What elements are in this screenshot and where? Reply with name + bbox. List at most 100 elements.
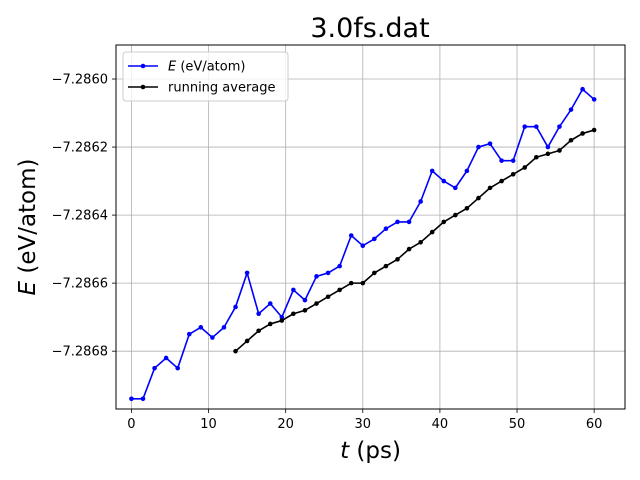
data-point	[372, 270, 377, 276]
data-point	[499, 158, 504, 163]
data-point	[383, 263, 389, 269]
series-line	[235, 129, 595, 352]
data-point	[464, 205, 470, 211]
data-point	[233, 304, 238, 310]
data-point	[545, 151, 551, 157]
data-point	[557, 148, 562, 153]
data-point	[545, 144, 551, 150]
data-point	[360, 280, 366, 286]
y-axis-title: E (eV/atom)	[15, 158, 41, 295]
data-point	[244, 270, 250, 276]
data-point	[406, 246, 412, 252]
data-point	[591, 127, 597, 133]
data-point	[487, 185, 493, 191]
data-point	[395, 257, 400, 262]
series-running-average	[233, 127, 597, 354]
data-point	[453, 212, 458, 218]
data-point	[522, 124, 528, 129]
legend-label: running average	[168, 81, 276, 96]
data-point	[510, 171, 516, 177]
data-point	[302, 308, 308, 313]
data-point	[395, 219, 400, 225]
data-point	[580, 131, 585, 136]
legend: E (eV/atom) running average	[122, 51, 289, 102]
x-tick-label: 30	[355, 417, 372, 432]
data-point	[464, 168, 470, 174]
x-tick-label: 0	[127, 417, 135, 432]
x-tick-label: 60	[586, 417, 603, 432]
x-tick-label: 20	[277, 417, 294, 432]
data-point	[244, 338, 250, 344]
legend-label: E (eV/atom)	[168, 60, 245, 75]
data-point	[568, 107, 574, 112]
y-tick-label: −7.2862	[52, 141, 108, 156]
data-point	[291, 311, 296, 317]
data-point	[337, 263, 342, 269]
series-layer	[129, 86, 597, 402]
x-tick-label: 50	[509, 417, 526, 432]
axis-title-text: t (ps)	[340, 438, 401, 464]
plot-frame	[115, 44, 626, 410]
data-point	[163, 355, 169, 361]
data-point	[476, 144, 481, 150]
data-point	[557, 124, 562, 129]
data-point	[175, 365, 180, 371]
data-point	[591, 97, 597, 102]
axis-title-text: E (eV/atom)	[15, 158, 41, 295]
legend-swatch-marker	[140, 84, 146, 90]
data-point	[476, 195, 481, 201]
legend-entry: running average	[128, 81, 276, 96]
data-point	[221, 325, 227, 330]
data-point	[267, 301, 273, 306]
y-tick-label: −7.2864	[52, 209, 108, 224]
data-point	[140, 396, 146, 402]
data-point	[279, 314, 285, 320]
data-point	[186, 331, 192, 337]
data-point	[453, 185, 458, 191]
x-axis-title: t (ps)	[340, 438, 401, 464]
data-point	[406, 219, 412, 225]
data-point	[534, 124, 539, 129]
data-point	[279, 318, 285, 323]
data-point	[256, 311, 261, 317]
data-point	[441, 178, 447, 184]
tick-layer: 0 10 20 30 40 50 60 −7.2868 −7.2866 −7.2864 −7.286…	[52, 73, 603, 432]
legend-swatch-marker	[140, 63, 146, 69]
data-point	[429, 168, 435, 174]
y-tick-label: −7.2868	[52, 345, 108, 360]
legend-entry: E (eV/atom)	[128, 60, 245, 75]
data-point	[372, 236, 377, 242]
legend-box	[122, 51, 289, 102]
data-point	[198, 325, 204, 330]
series-energy	[129, 86, 597, 402]
data-point	[233, 348, 238, 354]
data-point	[441, 219, 447, 225]
x-tick-label: 40	[432, 417, 449, 432]
y-tick-label: −7.2860	[52, 73, 108, 88]
data-point	[499, 178, 504, 184]
data-point	[314, 274, 319, 279]
data-point	[291, 287, 296, 293]
data-point	[348, 280, 354, 286]
x-tick-label: 10	[200, 417, 217, 432]
data-point	[325, 294, 331, 300]
data-point	[337, 287, 342, 293]
data-point	[314, 301, 319, 306]
data-point	[429, 229, 435, 235]
data-point	[510, 158, 516, 163]
y-tick-label: −7.2866	[52, 277, 108, 292]
chart-title: 3.0fs.dat	[310, 13, 429, 44]
data-point	[302, 297, 308, 303]
data-point	[534, 154, 539, 160]
data-point	[522, 165, 528, 170]
data-point	[267, 321, 273, 327]
data-point	[418, 199, 423, 204]
data-point	[325, 270, 331, 276]
data-point	[568, 137, 574, 143]
data-point	[348, 233, 354, 238]
data-point	[152, 365, 157, 371]
data-point	[129, 396, 134, 402]
data-point	[210, 335, 215, 340]
